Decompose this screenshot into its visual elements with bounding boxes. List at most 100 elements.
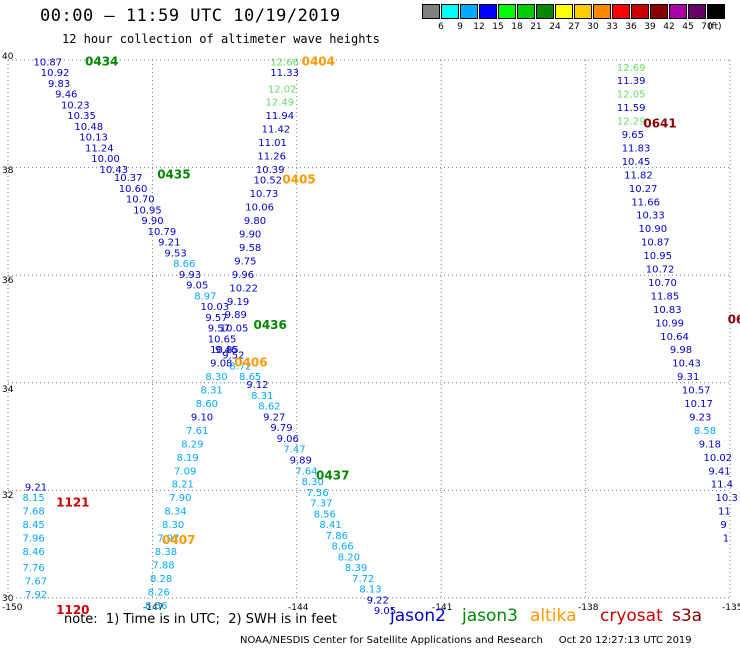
legend-jason2: jason2	[390, 606, 446, 626]
wave-height-label: 8.66	[173, 259, 195, 270]
y-tick-label: 30	[2, 594, 14, 604]
x-tick-label: -138	[578, 603, 599, 613]
color-scale-label: 45	[682, 22, 694, 32]
wave-height-label: 8.21	[172, 480, 194, 491]
color-scale-swatch	[460, 4, 478, 19]
wave-height-label: 10.70	[126, 195, 155, 206]
wave-height-label: 9.12	[246, 380, 268, 391]
wave-height-label: 8.58	[694, 426, 716, 437]
color-scale-label: 39	[644, 22, 656, 32]
wave-height-label: 7.88	[152, 560, 174, 571]
wave-height-label: 10.22	[229, 283, 258, 294]
wave-height-label: 10.06	[245, 203, 274, 214]
wave-height-label: 8.39	[345, 563, 367, 574]
wave-height-label: 7.56	[306, 488, 328, 499]
wave-height-label: 11.24	[85, 143, 114, 154]
wave-height-label: 11.39	[617, 76, 646, 87]
wave-height-label: 11.83	[622, 143, 651, 154]
wave-height-label: 10.57	[682, 386, 711, 397]
wave-height-label: 8.46	[22, 547, 44, 558]
wave-height-label: 11.01	[258, 138, 287, 149]
legend-cryosat: cryosat	[600, 606, 663, 626]
color-scale-label: 42	[663, 22, 675, 32]
color-scale-label: 15	[492, 22, 504, 32]
track-pass-label: 1120	[56, 603, 89, 617]
color-scale-label: 6	[438, 22, 444, 32]
wave-height-label: 9.89	[290, 456, 312, 467]
wave-height-label: 8.15	[22, 493, 44, 504]
track-pass-label: 0406	[234, 356, 267, 370]
footer-credit: NOAA/NESDIS Center for Satellite Applica…	[240, 635, 692, 646]
wave-height-label: 7.96	[22, 534, 44, 545]
y-tick-label: 38	[2, 166, 14, 176]
track-pass-label: 0405	[282, 173, 315, 187]
wave-height-label: 7.76	[22, 563, 44, 574]
wave-height-label: 10.79	[148, 227, 177, 238]
legend-altika: altika	[530, 606, 577, 626]
wave-height-label: 9.22	[367, 595, 389, 606]
legend-s3a: s3a	[672, 606, 703, 626]
color-scale-label: 30	[587, 22, 599, 32]
wave-height-label: 10.13	[79, 133, 108, 144]
color-scale-swatch	[707, 4, 725, 19]
wave-height-label: 9.18	[699, 439, 721, 450]
color-scale-label: 27	[568, 22, 580, 32]
wave-height-label: 11.85	[651, 291, 680, 302]
wave-height-label: 8.41	[319, 520, 341, 531]
wave-height-label: 8.31	[251, 391, 273, 402]
color-scale-swatch	[498, 4, 516, 19]
color-scale-unit: (ft)	[708, 22, 722, 32]
wave-height-label: 8.62	[258, 402, 280, 413]
track-pass-label: 0641	[643, 116, 676, 130]
wave-height-label: 10.17	[684, 399, 713, 410]
wave-height-label: 11.42	[262, 125, 291, 136]
wave-height-label: 7.64	[295, 466, 317, 477]
wave-height-label: 10.90	[639, 224, 668, 235]
wave-height-label: 9	[720, 520, 726, 531]
wave-height-label: 9.75	[234, 256, 256, 267]
wave-height-label: 8.30	[162, 520, 184, 531]
color-scale-label: 12	[473, 22, 485, 32]
wave-height-label: 8.31	[201, 386, 223, 397]
wave-height-label: 10.95	[133, 205, 162, 216]
wave-height-label: 9.41	[708, 466, 730, 477]
wave-height-label: 8.38	[155, 547, 177, 558]
wave-height-label: 12.02	[268, 84, 297, 95]
color-scale-swatch	[574, 4, 592, 19]
color-scale-label: 33	[606, 22, 618, 32]
wave-height-label: 10.27	[629, 184, 658, 195]
wave-height-label: 10.37	[114, 173, 143, 184]
wave-height-label: 7.67	[25, 577, 47, 588]
track-pass-label: 06	[728, 313, 740, 327]
wave-height-label: 8.66	[331, 542, 353, 553]
color-scale-label: 9	[457, 22, 463, 32]
x-tick-label: -141	[432, 603, 453, 613]
track-pass-label: 0437	[316, 469, 349, 483]
wave-height-label: 12.29	[617, 117, 646, 128]
wave-height-label: 8.13	[359, 585, 381, 596]
chart-subtitle: 12 hour collection of altimeter wave hei…	[62, 32, 380, 46]
wave-height-label: 11.26	[257, 152, 286, 163]
wave-height-label: 12.49	[266, 98, 295, 109]
wave-height-label: 10.48	[74, 122, 103, 133]
color-scale-swatch	[479, 4, 497, 19]
wave-height-label: 8.65	[239, 372, 261, 383]
wave-height-label: 10.72	[646, 265, 675, 276]
wave-height-label: 9.83	[48, 79, 70, 90]
wave-height-label: 9.80	[244, 216, 266, 227]
wave-height-label: 9.58	[239, 243, 261, 254]
wave-height-label: 9.93	[179, 270, 201, 281]
wave-height-label: 10.45	[622, 157, 651, 168]
wave-height-label: 8.72	[229, 361, 251, 372]
wave-height-label: 9.89	[225, 310, 247, 321]
wave-height-label: 8.97	[194, 291, 216, 302]
wave-height-label: 10.99	[655, 318, 684, 329]
wave-height-label: 10.65	[208, 334, 237, 345]
footer-note: note: 1) Time is in UTC; 2) SWH is in fe…	[64, 612, 337, 627]
wave-height-label: 9.98	[670, 345, 692, 356]
wave-height-label: 12.66	[270, 57, 299, 68]
color-scale-label: 24	[549, 22, 561, 32]
wave-height-label: 12.69	[617, 63, 646, 74]
wave-height-label: 9.65	[622, 130, 644, 141]
wave-height-label: 9.57	[208, 324, 230, 335]
